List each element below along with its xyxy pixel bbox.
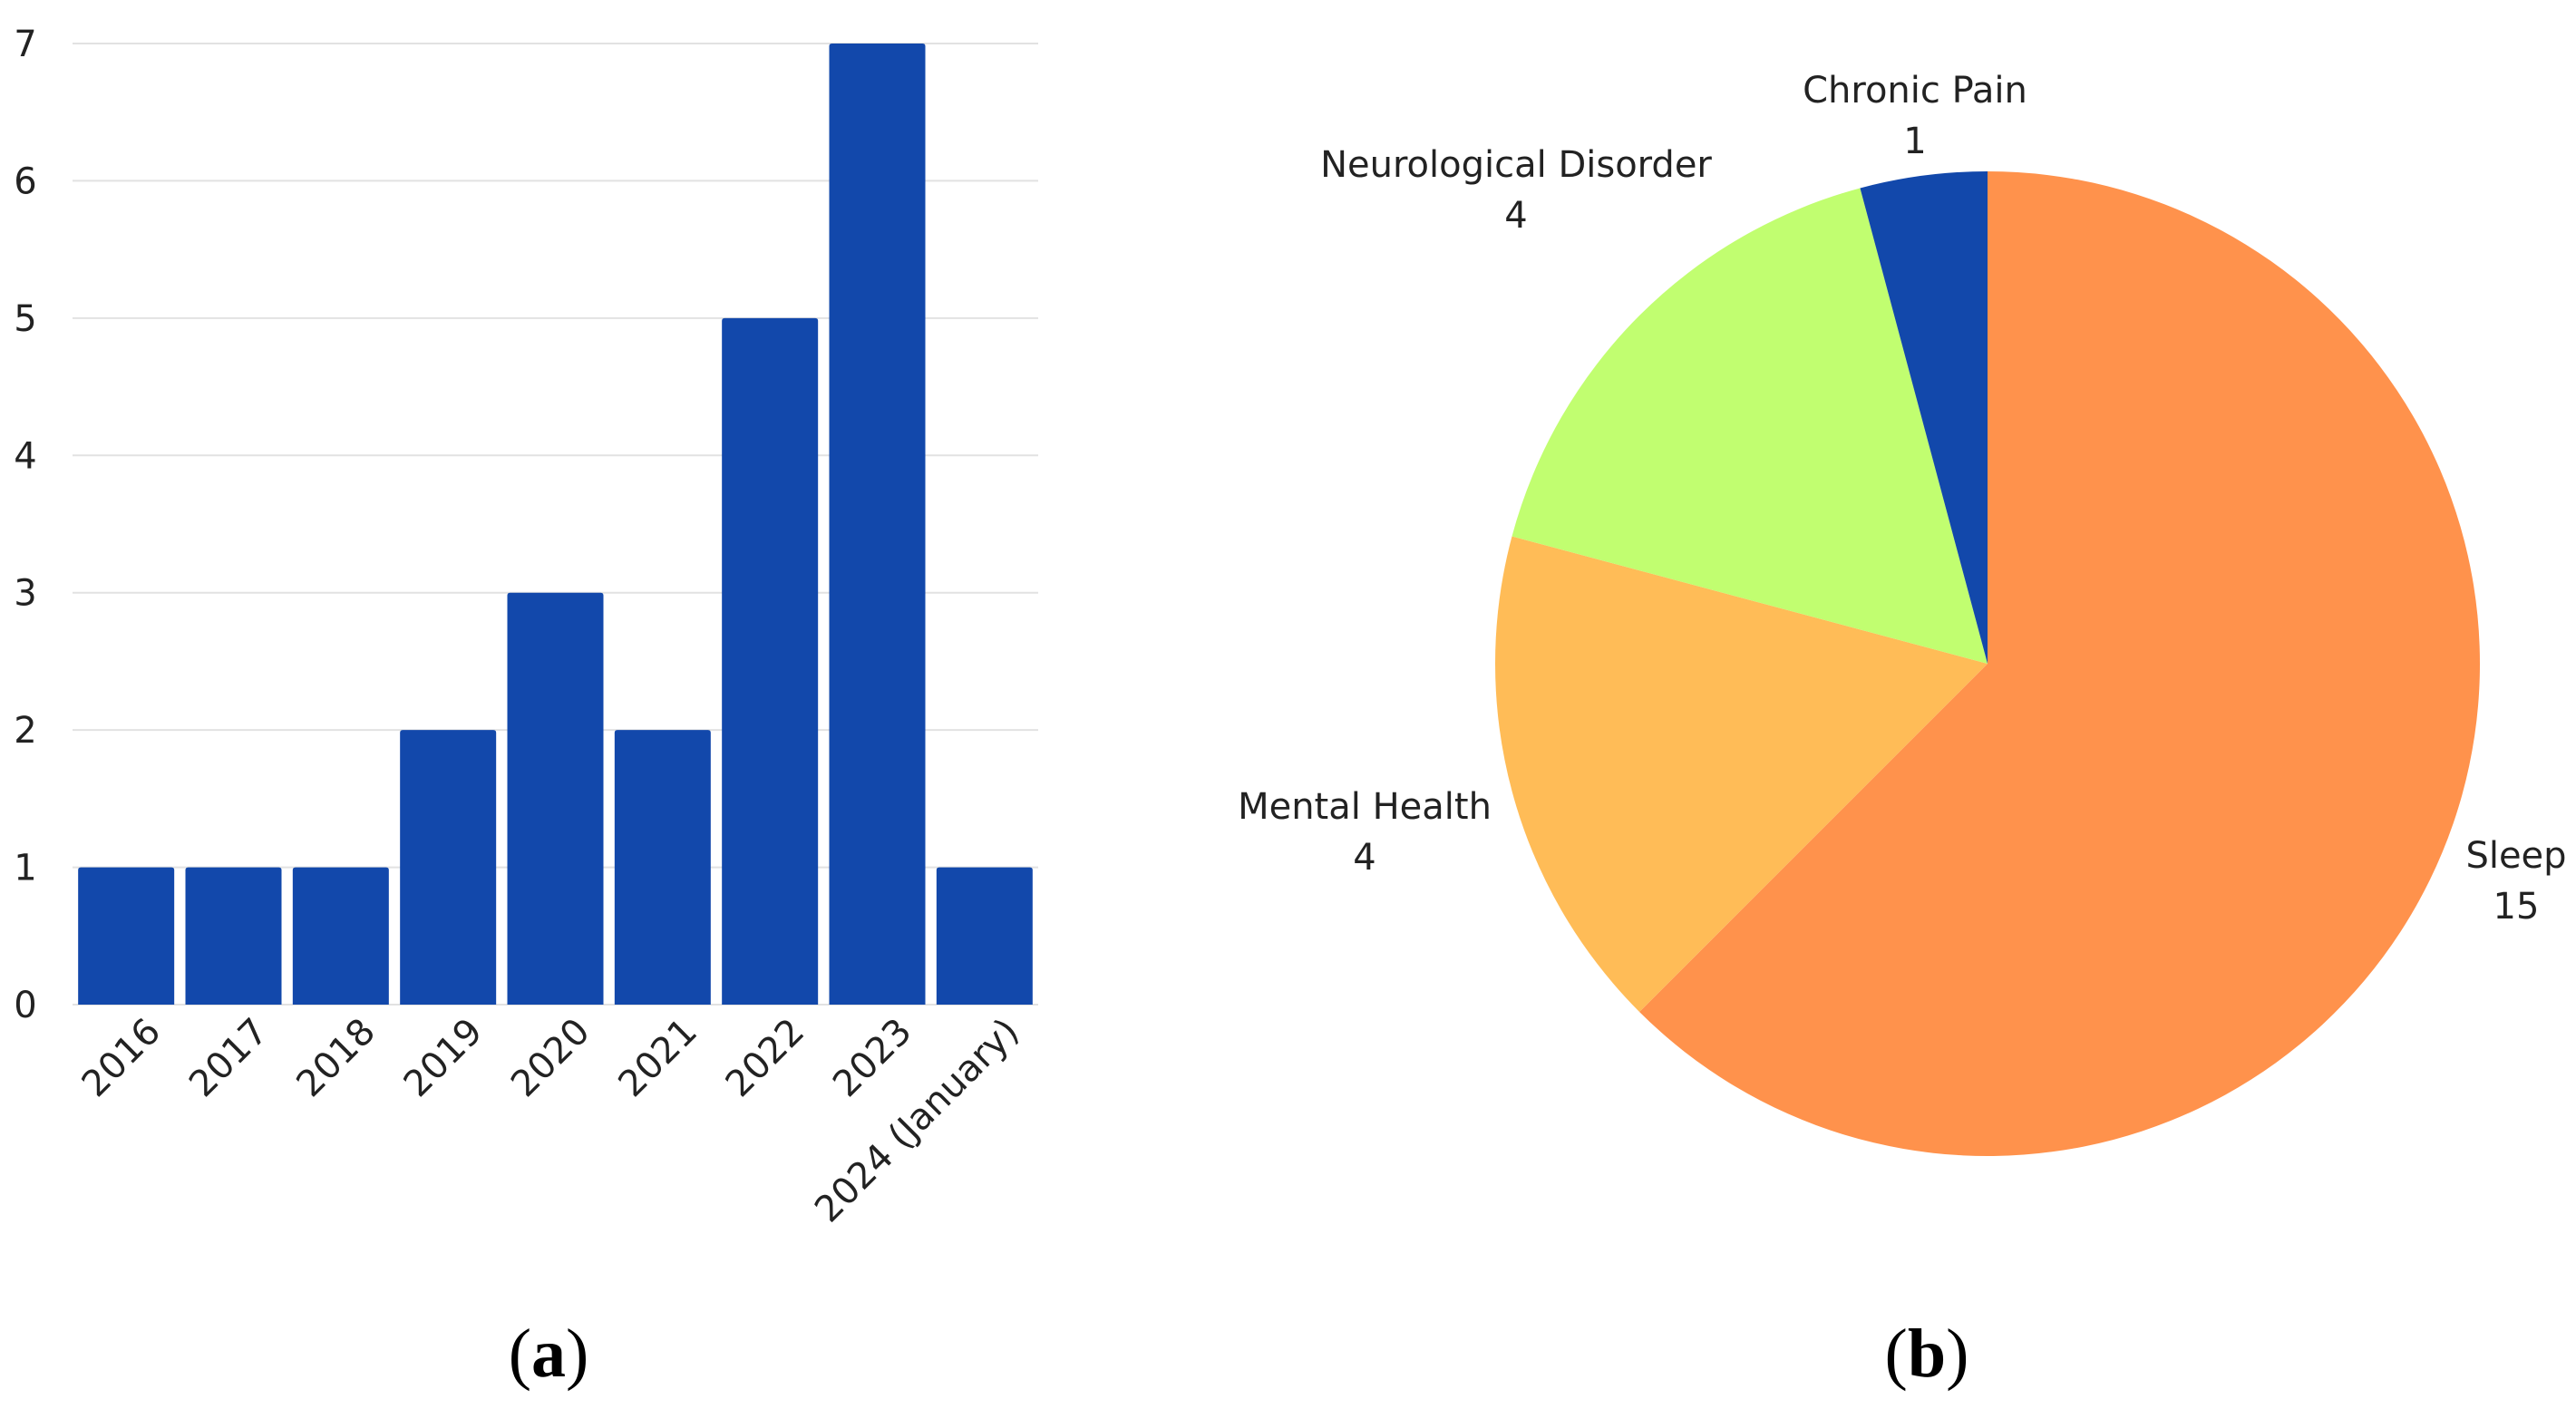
x-tick-label-2021: 2021 <box>610 1011 705 1106</box>
x-tick-label-2022: 2022 <box>718 1011 813 1106</box>
panel-label-b-letter: b <box>1908 1316 1946 1392</box>
x-tick-label-2016: 2016 <box>74 1011 170 1106</box>
bar-2020 <box>507 592 604 1005</box>
y-tick-label-7: 7 <box>14 24 36 65</box>
pie-chart: Sleep 15 Mental Health 4 Neurological Disord… <box>1238 70 2567 1157</box>
x-tick-label-2020: 2020 <box>503 1011 598 1106</box>
pie-slice-neurological-disorder <box>1512 188 1988 665</box>
y-tick-label-6: 6 <box>14 160 36 202</box>
bar-2017 <box>185 867 282 1005</box>
pie-label-mental-health: Mental Health <box>1238 786 1492 828</box>
pie-value-chronic-pain: 1 <box>1903 121 1926 162</box>
pie-slice-sleep <box>1639 171 2480 1157</box>
panel-label-a-letter: a <box>531 1316 566 1392</box>
bar-2018 <box>292 867 389 1005</box>
x-tick-label-2017: 2017 <box>181 1011 277 1106</box>
panel-label-b: (b) <box>1885 1316 1969 1392</box>
x-tick-label-2018: 2018 <box>288 1011 384 1106</box>
panel-label-a: (a) <box>509 1316 589 1392</box>
pie-value-sleep: 15 <box>2493 886 2540 928</box>
bar-chart-bars <box>78 44 1033 1005</box>
pie-chart-labels: Sleep 15 Mental Health 4 Neurological Disord… <box>1238 70 2566 928</box>
pie-value-mental-health: 4 <box>1353 837 1375 879</box>
bar-2023 <box>829 44 926 1005</box>
pie-chart-slices <box>1494 171 2480 1157</box>
y-tick-label-5: 5 <box>14 298 36 340</box>
pie-slice-mental-health <box>1494 536 1988 1012</box>
bar-2024-january <box>936 867 1033 1005</box>
bar-2016 <box>78 867 175 1005</box>
y-tick-label-2: 2 <box>14 710 36 752</box>
y-tick-label-0: 0 <box>14 985 36 1026</box>
pie-label-sleep: Sleep <box>2465 835 2566 877</box>
pie-value-neurological-disorder: 4 <box>1504 195 1527 237</box>
bar-2021 <box>614 730 711 1005</box>
bar-2022 <box>722 317 819 1005</box>
y-tick-label-3: 3 <box>14 573 36 615</box>
y-tick-label-1: 1 <box>14 848 36 889</box>
bar-chart: 0 1 2 3 4 5 6 7 2016 2017 2018 2019 2020 2021 2022 202… <box>14 24 1038 1230</box>
bar-chart-y-tick-labels: 0 1 2 3 4 5 6 7 <box>14 24 36 1026</box>
bar-2019 <box>400 730 497 1005</box>
pie-slice-chronic-pain <box>1860 171 1988 664</box>
pie-label-chronic-pain: Chronic Pain <box>1803 70 2027 112</box>
x-tick-label-2019: 2019 <box>396 1011 491 1106</box>
x-tick-label-2024-january: 2024 (January) <box>807 1011 1027 1231</box>
pie-label-neurological-disorder: Neurological Disorder <box>1320 144 1712 186</box>
y-tick-label-4: 4 <box>14 435 36 477</box>
x-tick-label-2023: 2023 <box>825 1011 920 1106</box>
